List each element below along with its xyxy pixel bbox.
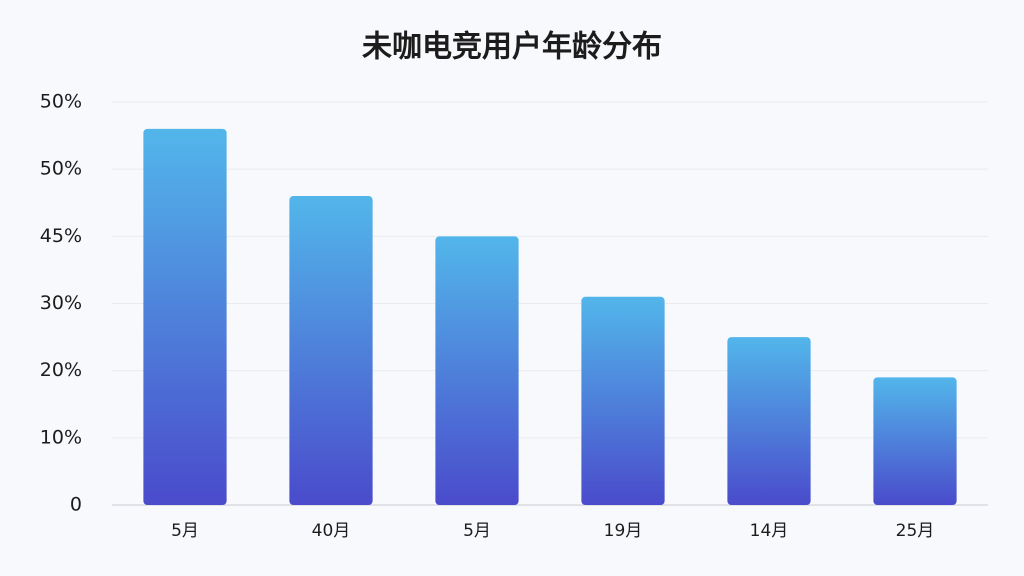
x-tick-label: 25月 — [896, 521, 935, 541]
bar — [289, 196, 373, 506]
bar — [143, 128, 227, 505]
chart-title: 未咖电竞用户年龄分布 — [362, 30, 662, 65]
x-tick-label: 14月 — [750, 521, 789, 541]
y-tick-label: 50% — [40, 91, 82, 113]
y-tick-label: 45% — [40, 225, 82, 247]
y-tick-label: 30% — [40, 292, 82, 314]
bar — [581, 296, 665, 505]
x-tick-label: 19月 — [604, 521, 643, 541]
bar — [435, 236, 519, 506]
y-tick-label: 20% — [40, 359, 82, 381]
y-tick-label: 50% — [40, 158, 82, 180]
x-tick-label: 40月 — [312, 521, 351, 541]
x-tick-label: 5月 — [171, 521, 199, 541]
y-tick-label: 10% — [40, 426, 82, 448]
y-tick-label: 0 — [70, 494, 82, 516]
x-tick-label: 5月 — [463, 521, 491, 541]
bar — [873, 377, 957, 505]
bar — [727, 337, 811, 505]
